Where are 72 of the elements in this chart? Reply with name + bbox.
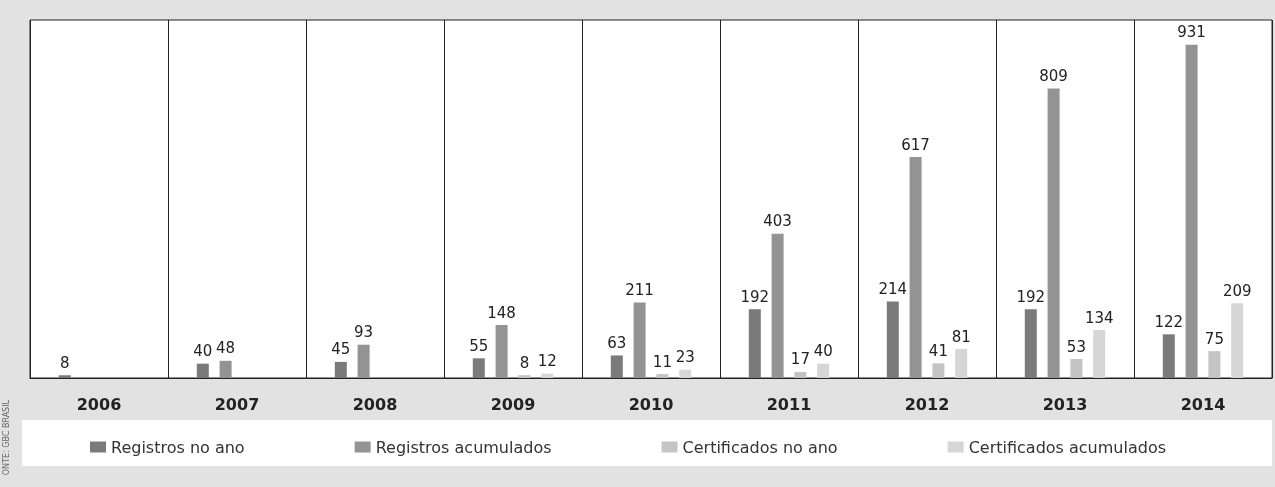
bar — [909, 157, 922, 378]
x-tick-label: 2006 — [76, 394, 122, 414]
data-label: 8 — [60, 353, 70, 372]
bar — [357, 344, 370, 378]
data-label: 11 — [652, 352, 672, 371]
data-label: 209 — [1222, 281, 1252, 300]
bar — [932, 363, 945, 378]
data-label: 403 — [763, 212, 792, 231]
bar — [748, 309, 761, 378]
bar — [771, 233, 784, 378]
bar — [1047, 88, 1060, 378]
bar — [472, 358, 485, 378]
data-label: 53 — [1066, 337, 1086, 356]
bar — [817, 363, 830, 378]
data-label: 214 — [878, 279, 908, 298]
data-label: 45 — [331, 340, 351, 359]
data-label: 63 — [607, 333, 627, 352]
data-label: 134 — [1084, 308, 1114, 327]
data-label: 122 — [1154, 312, 1184, 331]
bar — [1024, 309, 1037, 378]
bar — [541, 373, 554, 378]
data-label: 809 — [1039, 66, 1068, 85]
data-label: 931 — [1177, 23, 1206, 42]
data-label: 23 — [675, 348, 695, 367]
bar — [886, 301, 899, 378]
x-tick-label: 2013 — [1042, 394, 1088, 414]
bar — [334, 361, 347, 378]
bar — [58, 375, 71, 378]
x-tick-label: 2011 — [766, 394, 812, 414]
bar — [1093, 330, 1106, 378]
x-tick-label: 2007 — [214, 394, 260, 414]
bar — [794, 371, 807, 378]
data-label: 75 — [1204, 329, 1224, 348]
legend-label: Registros acumulados — [375, 437, 552, 457]
bar — [1231, 303, 1244, 378]
legend-label: Certificados no ano — [682, 437, 838, 457]
data-label: 40 — [193, 342, 213, 361]
x-tick-label: 2014 — [1180, 394, 1226, 414]
bar — [633, 302, 646, 378]
bar — [610, 355, 623, 378]
data-label: 192 — [740, 287, 770, 306]
data-label: 41 — [928, 341, 948, 360]
data-label: 617 — [901, 135, 930, 154]
data-label: 211 — [625, 280, 654, 299]
data-label: 17 — [790, 350, 810, 369]
bar — [656, 374, 669, 378]
x-tick-label: 2012 — [904, 394, 950, 414]
bar — [955, 349, 968, 378]
bar — [1208, 351, 1221, 378]
data-label: 48 — [216, 339, 236, 358]
bar — [1185, 44, 1198, 378]
data-label: 40 — [813, 342, 833, 361]
text: ONTE: GBC BRASIL — [1, 399, 11, 476]
data-label: 81 — [951, 327, 971, 346]
data-label: 12 — [537, 352, 557, 371]
bar — [518, 375, 531, 378]
legend-label: Certificados acumulados — [968, 437, 1166, 457]
bar — [679, 369, 692, 378]
bar — [1162, 334, 1175, 378]
x-tick-label: 2010 — [628, 394, 674, 414]
data-label: 93 — [354, 323, 374, 342]
bar — [196, 363, 209, 378]
data-label: 148 — [487, 303, 516, 322]
data-label: 8 — [519, 353, 530, 372]
bar — [219, 360, 232, 378]
legend-label: Registros no ano — [111, 437, 245, 457]
data-label: 192 — [1016, 287, 1046, 306]
bar — [1070, 359, 1083, 378]
x-tick-label: 2008 — [352, 394, 398, 414]
bar — [495, 325, 508, 378]
x-tick-label: 2009 — [490, 394, 536, 414]
data-label: 55 — [469, 336, 489, 355]
